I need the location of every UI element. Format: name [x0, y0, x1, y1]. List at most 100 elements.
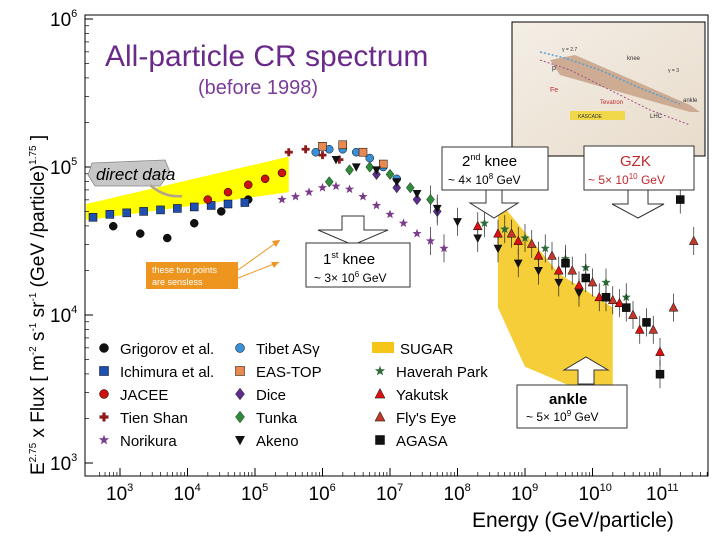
data-point: [109, 221, 118, 231]
data-point: [607, 294, 618, 305]
data-point: [371, 200, 382, 210]
series-ichimura-et-al: [88, 198, 250, 222]
data-point: [587, 277, 598, 287]
series-yakutsk: [472, 212, 665, 366]
direct-data-label: direct data: [96, 165, 175, 184]
data-point: [385, 209, 395, 219]
inset-label-fe: Fe: [550, 87, 558, 94]
data-point: [655, 346, 665, 356]
direct-data-annotation: direct data: [87, 159, 183, 198]
data-point: [351, 163, 361, 172]
data-point: [372, 166, 381, 175]
data-point: [634, 324, 645, 334]
data-point: [88, 213, 98, 222]
legend-item-sugar: SUGAR: [372, 341, 454, 358]
inset-label-kascade: KASCADE: [578, 114, 603, 120]
legend-label: Tibet ASγ: [256, 341, 320, 358]
data-point: [277, 194, 287, 204]
data-point: [648, 324, 659, 334]
data-point: [223, 199, 233, 209]
legend-label: Tunka: [256, 410, 298, 427]
data-point: [432, 204, 442, 214]
legend-label: Norikura: [120, 433, 177, 450]
data-point: [601, 292, 611, 302]
x-tick-label: 1010: [579, 482, 612, 505]
data-point: [500, 224, 510, 233]
inset-label-p: p: [552, 65, 556, 72]
data-point: [345, 164, 354, 176]
chart-subtitle: (before 1998): [198, 77, 318, 99]
data-point: [614, 297, 625, 308]
data-point: [358, 147, 368, 157]
data-point: [426, 194, 435, 206]
data-point: [533, 250, 544, 260]
data-point: [392, 178, 402, 187]
data-point: [506, 228, 517, 238]
ankle-annotation: ankle ~ 5× 109 GeV: [516, 356, 628, 429]
data-point: [244, 180, 253, 190]
data-point: [398, 218, 409, 228]
data-point: [136, 229, 145, 238]
legend-label: Tien Shan: [120, 410, 188, 427]
band-sugar: [498, 199, 613, 404]
legend-swatch: [372, 342, 394, 353]
legend-marker: [235, 387, 245, 401]
senseless-line1: these two points: [152, 265, 218, 275]
series-layer: [88, 140, 699, 389]
data-point: [217, 207, 226, 216]
data-point: [335, 155, 344, 164]
legend-item-tunka: Tunka: [235, 410, 298, 427]
legend-item-dice: Dice: [235, 387, 286, 404]
data-point: [173, 204, 182, 213]
data-point: [553, 265, 564, 275]
data-point: [513, 235, 524, 245]
legend-label: Akeno: [256, 433, 299, 450]
data-point: [190, 202, 199, 212]
inset-label-tevatron: Tevatron: [600, 100, 623, 106]
data-point: [304, 187, 314, 196]
data-point: [668, 302, 679, 312]
data-point: [139, 207, 148, 216]
data-point: [540, 243, 550, 253]
inset-label-ankle: ankle: [683, 98, 698, 104]
gzk-title: GZK: [620, 153, 651, 170]
plot-frame: [84, 14, 709, 477]
legend-label: Haverah Park: [396, 364, 488, 381]
data-point: [290, 191, 301, 201]
data-point: [688, 235, 699, 245]
legend-marker: [374, 365, 386, 376]
series-akeno: [331, 156, 584, 307]
legend-marker: [98, 434, 110, 445]
legend: SUGAR Grigorov et al. Ichimura et al. JACEE…: [98, 341, 488, 450]
legend-label: Dice: [256, 387, 286, 404]
data-point: [581, 273, 590, 283]
gzk-value: ~ 5× 1010 GeV: [588, 172, 665, 187]
data-point: [190, 218, 199, 228]
first-knee-value: ~ 3× 106 GeV: [314, 270, 387, 285]
data-point: [122, 208, 131, 218]
series-grigorov-et-al: [109, 195, 253, 243]
x-axis-label: Energy (GeV/particle): [472, 509, 674, 532]
legend-label: EAS-TOP: [256, 364, 322, 381]
x-tick-label: 109: [511, 482, 538, 505]
bands-layer: [86, 156, 613, 404]
data-point: [365, 161, 375, 173]
y-tick-label: 104: [50, 304, 77, 327]
first-knee-title: 1st knee: [323, 250, 375, 268]
legend-item-tibet-as: Tibet ASγ: [235, 341, 320, 358]
series-jacee: [203, 168, 287, 204]
data-point: [526, 238, 537, 248]
data-point: [601, 277, 611, 287]
x-tick-label: 107: [376, 482, 403, 505]
data-point: [493, 228, 503, 238]
data-point: [260, 174, 270, 184]
legend-item-ichimura-et-al: Ichimura et al.: [99, 364, 214, 381]
ticks-layer: 103 104 105 106 107 108 109 1010 1011 103 104 105 10…: [50, 8, 708, 505]
legend-label: Fly's Eye: [396, 410, 456, 427]
data-point: [317, 182, 328, 192]
series-fly-s-eye: [506, 219, 699, 344]
data-point: [324, 176, 334, 188]
legend-label: SUGAR: [400, 341, 454, 358]
data-point: [439, 243, 449, 253]
data-point: [412, 190, 422, 199]
